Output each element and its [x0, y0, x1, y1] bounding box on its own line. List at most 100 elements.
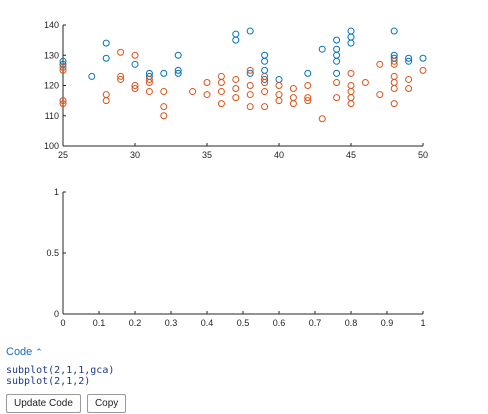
- data-point: [333, 78, 341, 86]
- data-point: [102, 39, 110, 47]
- data-point: [390, 72, 398, 80]
- data-point: [390, 57, 398, 65]
- data-point: [405, 85, 413, 93]
- x-tick-label: 0.8: [345, 318, 358, 328]
- update-code-button[interactable]: Update Code: [6, 394, 81, 413]
- x-tick-label: 45: [346, 150, 356, 160]
- x-tick-label: 30: [130, 150, 140, 160]
- data-point: [217, 100, 225, 108]
- data-point: [246, 69, 254, 77]
- data-point: [390, 27, 398, 35]
- data-point: [405, 54, 413, 62]
- data-point: [59, 100, 67, 108]
- code-buttons: Update Code Copy: [6, 394, 482, 413]
- data-point: [189, 88, 197, 96]
- y-tick-label: 130: [44, 50, 59, 60]
- y-tick-label: 110: [45, 111, 59, 121]
- copy-button[interactable]: Copy: [86, 394, 127, 413]
- x-tick-label: 0.9: [381, 318, 394, 328]
- data-point: [289, 94, 297, 102]
- data-point: [102, 54, 110, 62]
- data-point: [246, 91, 254, 99]
- x-tick-label: 0.6: [273, 318, 286, 328]
- data-point: [145, 75, 153, 83]
- data-point: [390, 85, 398, 93]
- data-point: [203, 78, 211, 86]
- data-point: [246, 103, 254, 111]
- x-tick-label: 50: [418, 150, 428, 160]
- data-point: [160, 69, 168, 77]
- series-2: [59, 48, 427, 123]
- data-point: [304, 97, 312, 105]
- data-point: [333, 69, 341, 77]
- code-toggle-label: Code: [6, 346, 33, 358]
- data-point: [261, 66, 269, 74]
- data-point: [261, 51, 269, 59]
- data-point: [232, 85, 240, 93]
- data-point: [304, 69, 312, 77]
- data-point: [145, 88, 153, 96]
- data-point: [88, 72, 96, 80]
- data-point: [304, 82, 312, 89]
- data-point: [289, 85, 297, 93]
- code-block: subplot(2,1,1,gca) subplot(2,1,2): [6, 365, 482, 387]
- x-tick-label: 40: [274, 150, 284, 160]
- data-point: [117, 48, 125, 56]
- data-point: [160, 103, 168, 111]
- data-point: [347, 27, 355, 35]
- data-point: [232, 94, 240, 102]
- data-point: [246, 66, 254, 74]
- x-tick-label: 0.3: [165, 318, 178, 328]
- y-tick-label: 1: [54, 187, 59, 197]
- data-point: [318, 45, 326, 53]
- x-tick-label: 0.7: [309, 318, 322, 328]
- data-point: [333, 57, 341, 65]
- x-tick-label: 0: [60, 318, 65, 328]
- data-point: [59, 97, 67, 105]
- data-point: [419, 54, 427, 62]
- x-tick-label: 1: [420, 318, 425, 328]
- data-point: [261, 57, 269, 65]
- y-tick-label: 100: [44, 141, 59, 151]
- data-point: [59, 66, 67, 74]
- data-point: [102, 91, 110, 99]
- subplot-2: 0 0.1 0.2 0.3 0.4 0.5 0.6 0.7 0.8 0.9 1 0 0.5 1: [46, 187, 425, 328]
- data-point: [289, 100, 297, 108]
- data-point: [117, 72, 125, 80]
- data-point: [318, 115, 326, 123]
- code-panel: Code ⌃ subplot(2,1,1,gca) subplot(2,1,2)…: [6, 340, 482, 413]
- data-point: [333, 51, 341, 59]
- data-point: [232, 30, 240, 38]
- x-tick-label: 0.1: [93, 318, 106, 328]
- data-point: [275, 91, 283, 99]
- data-point: [419, 66, 427, 74]
- data-point: [347, 39, 355, 47]
- series-1: [59, 27, 427, 83]
- data-point: [347, 94, 355, 102]
- data-point: [246, 82, 254, 89]
- data-point: [217, 72, 225, 80]
- code-toggle[interactable]: Code ⌃: [6, 346, 43, 358]
- y-tick-label: 140: [44, 20, 59, 30]
- data-point: [275, 97, 283, 105]
- data-point: [203, 91, 211, 99]
- y-tick-label: 0.5: [46, 248, 59, 258]
- data-point: [131, 82, 139, 89]
- data-point: [174, 69, 182, 77]
- data-point: [217, 78, 225, 86]
- data-point: [333, 36, 341, 44]
- y-tick-label: 0: [54, 309, 59, 319]
- x-tick-label: 0.2: [129, 318, 142, 328]
- data-point: [347, 69, 355, 77]
- data-point: [405, 75, 413, 83]
- code-line-2: subplot(2,1,2): [6, 376, 91, 387]
- data-point: [145, 78, 153, 86]
- x-tick-label: 25: [58, 150, 68, 160]
- data-point: [174, 51, 182, 59]
- data-point: [160, 88, 168, 96]
- data-point: [246, 27, 254, 35]
- x-tick-label: 0.4: [201, 318, 214, 328]
- data-point: [333, 94, 341, 102]
- data-point: [304, 94, 312, 102]
